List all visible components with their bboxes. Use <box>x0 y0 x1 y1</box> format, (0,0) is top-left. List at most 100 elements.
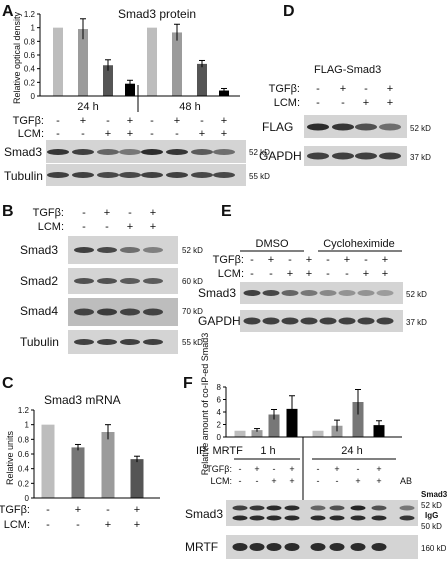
panel-b-bands-tubulin <box>74 339 163 345</box>
y-tick-label: 6 <box>217 396 222 405</box>
panel-d-tgfb-label: TGFβ: <box>269 83 300 95</box>
panel-b-bands-smad3 <box>74 247 163 253</box>
treatment-sign: - <box>364 254 368 266</box>
treatment-sign: - <box>316 97 320 109</box>
bar <box>172 32 182 96</box>
panel-b-blot-label-tubulin: Tubulin <box>20 335 59 349</box>
treatment-sign: - <box>250 268 254 280</box>
bar <box>312 430 324 437</box>
treatment-sign: + <box>127 128 133 140</box>
treatment-sign: - <box>345 268 349 280</box>
treatment-sign: - <box>269 268 273 280</box>
treatment-sign: + <box>344 254 350 266</box>
blot-band <box>355 152 377 160</box>
treatment-sign: + <box>268 254 274 266</box>
panel-c-y-axis: 0 0.2 0.4 0.6 0.8 1 1.2 <box>18 406 35 503</box>
y-tick-label: 0.2 <box>24 78 36 87</box>
bar <box>251 430 263 437</box>
panel-a-blot-label-smad3: Smad3 <box>4 145 42 159</box>
panel-b-treatment-signs: - + - + - - + + <box>82 207 156 233</box>
bar <box>130 459 144 498</box>
panel-a-bands-tubulin <box>47 172 235 178</box>
treatment-sign: - <box>239 476 242 486</box>
y-tick-label: 1.2 <box>18 406 30 415</box>
panel-b-blot-size-tubulin: 55 kD <box>182 338 203 347</box>
y-tick-label: 0 <box>217 433 222 442</box>
blot-band <box>166 149 188 155</box>
panel-f-side-50kd: 50 kD <box>421 522 442 531</box>
y-tick-label: 1 <box>31 24 36 33</box>
panel-d-lcm-label: LCM: <box>274 97 300 109</box>
panel-e-blot-size-smad3: 52 kD <box>406 290 427 299</box>
y-tick-label: 0.8 <box>18 435 30 444</box>
blot-band <box>281 317 299 325</box>
panel-f-side-igg: IgG <box>425 511 438 520</box>
panel-e-group-cycloheximide: Cycloheximide <box>323 238 395 250</box>
blot-band <box>213 172 235 178</box>
panel-e-bands-gapdh <box>243 317 394 325</box>
panel-a-blot-size-tubulin: 55 kD <box>249 172 270 181</box>
treatment-sign: - <box>46 519 50 531</box>
treatment-sign: - <box>128 207 132 219</box>
blot-band <box>143 278 163 284</box>
blot-band <box>97 308 117 316</box>
panel-f-lcm-label: LCM: <box>210 476 232 486</box>
y-tick-label: 0 <box>31 92 36 101</box>
panel-f-group-24h: 24 h <box>341 445 362 457</box>
blot-band <box>357 317 375 325</box>
blot-band <box>213 149 235 155</box>
panel-f-letter: F <box>183 375 193 392</box>
panel-d-bands-gapdh <box>307 152 401 160</box>
panel-a-treatment-signs: - + - + - + - +- - + + - - + + <box>56 115 227 140</box>
blot-band <box>310 543 326 551</box>
treatment-sign: - <box>106 504 110 516</box>
blot-band <box>284 543 300 551</box>
panel-a-group-24h: 24 h <box>77 101 98 113</box>
blot-band <box>376 290 394 296</box>
blot-band <box>141 172 163 178</box>
panel-f-blot-smad3 <box>226 500 418 526</box>
y-tick-label: 8 <box>217 383 222 392</box>
treatment-sign: + <box>382 268 388 280</box>
blot-band <box>350 515 366 521</box>
y-tick-label: 0.8 <box>24 37 36 46</box>
treatment-sign: + <box>382 254 388 266</box>
blot-band <box>379 123 401 131</box>
panel-f-group-1h: 1 h <box>260 445 275 457</box>
y-tick-label: 0.4 <box>18 465 30 474</box>
blot-band <box>319 290 337 296</box>
treatment-sign: + <box>199 128 205 140</box>
panel-f-blot-size-smad3: 52 kD <box>421 501 442 510</box>
treatment-sign: + <box>387 97 393 109</box>
blot-band <box>97 149 119 155</box>
y-tick-label: 0.4 <box>24 65 36 74</box>
panel-d-bands-flag <box>307 123 401 131</box>
treatment-sign: - <box>56 115 60 127</box>
blot-band <box>262 290 280 296</box>
blot-band <box>143 247 163 253</box>
y-tick-label: 0.2 <box>18 479 30 488</box>
bar <box>71 447 85 498</box>
blot-band <box>329 505 345 511</box>
y-tick-label: 0 <box>25 494 30 503</box>
blot-band <box>310 515 326 521</box>
treatment-sign: - <box>175 128 179 140</box>
treatment-sign: + <box>174 115 180 127</box>
panel-f-side-smad3: Smad3 <box>421 490 448 499</box>
panel-b-bands-smad4 <box>74 308 163 316</box>
bar <box>352 402 364 437</box>
treatment-sign: + <box>134 504 140 516</box>
panel-a-lcm-label: LCM: <box>18 128 44 140</box>
panel-d-blot-size-flag: 52 kD <box>410 124 431 133</box>
panel-c-letter: C <box>2 375 14 392</box>
blot-band <box>74 278 94 284</box>
panel-c-tgfb-label: TGFβ: <box>0 504 30 516</box>
blot-band <box>307 152 329 160</box>
treatment-sign: + <box>75 504 81 516</box>
treatment-sign: - <box>357 464 360 474</box>
panel-d-blot-label-gapdh: GAPDH <box>259 149 302 163</box>
panel-e-tgfb-label: TGFβ: <box>213 254 244 266</box>
panel-a-y-axis: 0 0.2 0.4 0.6 0.8 1 1.2 <box>24 10 41 101</box>
bar <box>53 27 63 97</box>
